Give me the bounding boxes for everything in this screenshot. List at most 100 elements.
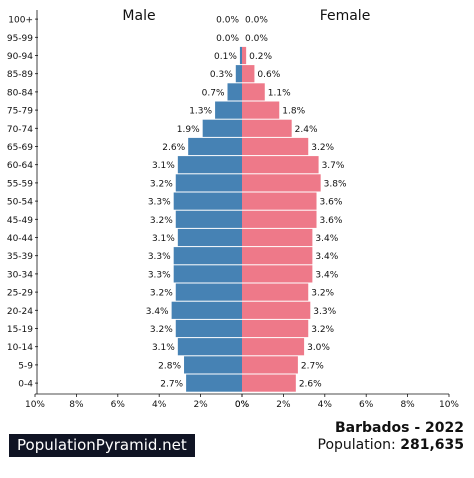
age-label-0-4: 0-4 [18,380,33,390]
male-bar-35-39 [173,247,242,265]
female-bar-30-34 [242,265,313,283]
female-value-5-9: 2.7% [301,361,324,371]
male-value-95-99: 0.0% [216,34,239,44]
male-bar-60-64 [177,156,242,174]
male-value-65-69: 2.6% [162,143,185,153]
female-value-35-39: 3.4% [315,252,338,262]
female-header: Female [320,8,371,24]
x-tick-label-right-2%: 2% [276,400,291,410]
age-label-20-24: 20-24 [7,307,33,317]
age-label-45-49: 45-49 [7,216,33,226]
age-label-95-99: 95-99 [7,34,33,44]
population-value: 281,635 [400,437,464,453]
female-value-10-14: 3.0% [307,343,330,353]
male-value-70-74: 1.9% [177,125,200,135]
female-value-30-34: 3.4% [315,270,338,280]
age-label-85-89: 85-89 [7,70,33,80]
male-bar-90-94 [239,46,242,65]
male-value-75-79: 1.3% [189,107,212,117]
male-value-30-34: 3.3% [148,270,171,280]
male-value-0-4: 2.7% [160,380,183,390]
female-bar-15-19 [242,319,309,338]
male-bar-0-4 [186,374,242,392]
male-bar-15-19 [175,319,242,338]
female-bar-60-64 [242,156,319,174]
female-value-80-84: 1.1% [268,88,291,98]
x-tick-label-left-10%: 10% [25,400,45,410]
x-tick-label-left-0%: 0% [235,400,250,410]
female-value-45-49: 3.6% [320,216,343,226]
male-value-80-84: 0.7% [202,88,225,98]
male-value-50-54: 3.3% [148,198,171,208]
male-bar-55-59 [175,174,242,192]
male-value-5-9: 2.8% [158,361,181,371]
age-label-40-44: 40-44 [7,234,33,244]
male-value-10-14: 3.1% [152,343,175,353]
female-bar-45-49 [242,210,317,228]
female-bar-85-89 [242,65,255,83]
brand-logo[interactable]: PopulationPyramid.net [9,434,195,457]
male-value-45-49: 3.2% [150,216,173,226]
age-label-90-94: 90-94 [7,52,33,62]
male-bar-45-49 [175,210,242,228]
x-tick-label-left-8%: 8% [69,400,84,410]
female-bar-90-94 [242,46,247,65]
male-value-25-29: 3.2% [150,289,173,299]
female-value-65-69: 3.2% [311,143,334,153]
male-bar-75-79 [215,101,242,119]
x-tick-label-left-6%: 6% [111,400,126,410]
male-bar-40-44 [177,228,242,247]
age-label-15-19: 15-19 [7,325,33,335]
female-bar-70-74 [242,119,292,137]
age-label-25-29: 25-29 [7,289,33,299]
age-label-60-64: 60-64 [7,161,33,171]
x-tick-label-right-4%: 4% [318,400,333,410]
female-bar-25-29 [242,283,309,301]
female-value-70-74: 2.4% [295,125,318,135]
x-tick-label-right-0%: 0% [235,400,250,410]
female-value-25-29: 3.2% [311,289,334,299]
age-label-80-84: 80-84 [7,88,33,98]
age-label-35-39: 35-39 [7,252,33,262]
female-bar-5-9 [242,356,298,374]
x-tick-label-right-10%: 10% [439,400,459,410]
male-bar-85-89 [235,65,242,83]
male-bar-50-54 [173,192,242,210]
x-tick-label-left-2%: 2% [193,400,208,410]
female-value-75-79: 1.8% [282,107,305,117]
female-bar-65-69 [242,137,309,156]
male-value-60-64: 3.1% [152,161,175,171]
age-label-100+: 100+ [8,16,33,26]
male-bar-25-29 [175,283,242,301]
female-bar-10-14 [242,338,305,356]
age-label-10-14: 10-14 [7,343,33,353]
female-bar-20-24 [242,301,311,319]
female-value-55-59: 3.8% [324,179,347,189]
male-value-15-19: 3.2% [150,325,173,335]
female-bar-80-84 [242,83,265,101]
male-bar-5-9 [184,356,242,374]
population-label: Population: [317,437,396,453]
male-value-55-59: 3.2% [150,179,173,189]
female-bar-50-54 [242,192,317,210]
male-bar-20-24 [171,301,242,319]
female-value-0-4: 2.6% [299,380,322,390]
female-bar-40-44 [242,228,313,247]
female-value-15-19: 3.2% [311,325,334,335]
male-bar-65-69 [188,137,242,156]
age-label-50-54: 50-54 [7,198,33,208]
age-label-75-79: 75-79 [7,107,33,117]
x-tick-label-right-6%: 6% [359,400,374,410]
x-tick-label-left-4%: 4% [152,400,167,410]
male-bar-70-74 [202,119,242,137]
chart-title: Barbados - 2022 [335,420,464,436]
female-value-20-24: 3.3% [313,307,336,317]
male-bar-10-14 [177,338,242,356]
female-value-60-64: 3.7% [322,161,345,171]
male-bar-30-34 [173,265,242,283]
male-value-35-39: 3.3% [148,252,171,262]
female-bar-0-4 [242,374,296,392]
age-label-30-34: 30-34 [7,270,33,280]
male-value-90-94: 0.1% [214,52,237,62]
